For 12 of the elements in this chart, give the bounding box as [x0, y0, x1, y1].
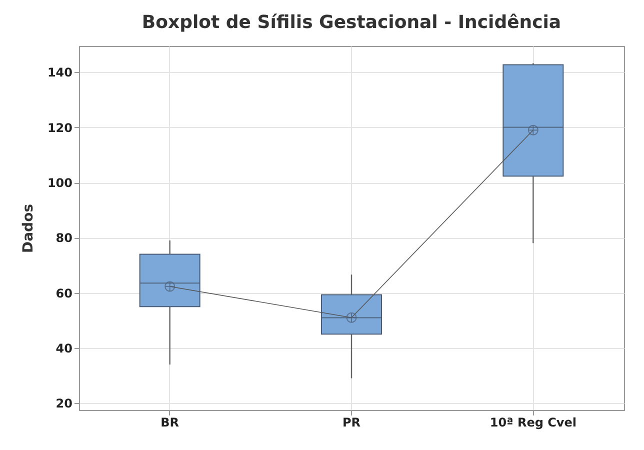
chart-title: Boxplot de Sífilis Gestacional - Incidência: [142, 12, 562, 33]
x-tick-label: 10ª Reg Cvel: [490, 416, 577, 430]
y-axis-title: Dados: [20, 204, 36, 254]
y-tick-label: 40: [56, 341, 72, 356]
y-tick-label: 20: [56, 396, 72, 411]
x-tick-label: BR: [160, 416, 180, 430]
y-tick-label: 140: [47, 66, 72, 80]
y-tick-label: 80: [56, 231, 72, 246]
y-tick-label: 120: [47, 120, 72, 135]
x-tick-label: PR: [342, 416, 361, 430]
y-tick-label: 100: [47, 176, 72, 190]
y-tick-label: 60: [56, 286, 72, 300]
